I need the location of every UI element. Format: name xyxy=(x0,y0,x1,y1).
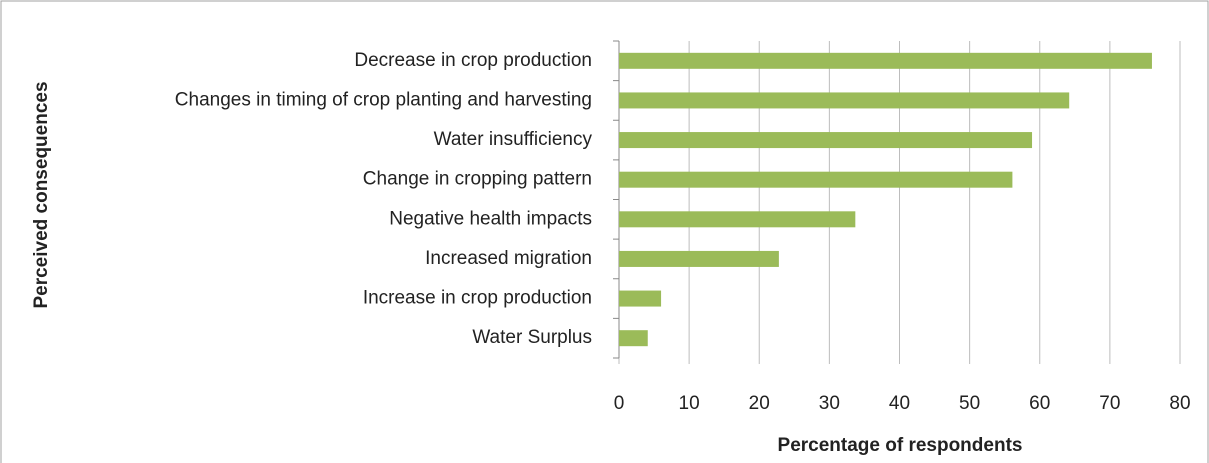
y-tick-label: Increased migration xyxy=(425,248,592,269)
bar xyxy=(619,211,856,228)
bar xyxy=(619,52,1152,69)
y-axis-title: Perceived consequences xyxy=(31,81,52,308)
x-tick-label: 70 xyxy=(1099,393,1120,414)
x-tick-label: 60 xyxy=(1029,393,1050,414)
x-tick-label: 20 xyxy=(749,393,770,414)
bar xyxy=(619,92,1070,109)
bar xyxy=(619,171,1013,188)
y-tick-label: Changes in timing of crop planting and h… xyxy=(175,89,592,110)
x-axis-title: Percentage of respondents xyxy=(778,435,1023,456)
x-tick-label: 10 xyxy=(679,393,700,414)
x-tick-label: 50 xyxy=(959,393,980,414)
y-tick-label: Negative health impacts xyxy=(389,208,592,229)
bar xyxy=(619,132,1033,149)
y-tick-label: Change in cropping pattern xyxy=(363,169,592,190)
x-tick-label: 40 xyxy=(889,393,910,414)
x-tick-label: 80 xyxy=(1169,393,1190,414)
x-tick-label: 30 xyxy=(819,393,840,414)
bar xyxy=(619,290,662,307)
y-tick-label: Increase in crop production xyxy=(363,288,592,309)
y-tick-label: Water Surplus xyxy=(472,327,592,348)
bar xyxy=(619,250,779,267)
y-tick-label: Decrease in crop production xyxy=(354,50,592,71)
bar xyxy=(619,330,648,347)
x-tick-label: 0 xyxy=(614,393,625,414)
y-tick-label: Water insufficiency xyxy=(434,129,593,150)
